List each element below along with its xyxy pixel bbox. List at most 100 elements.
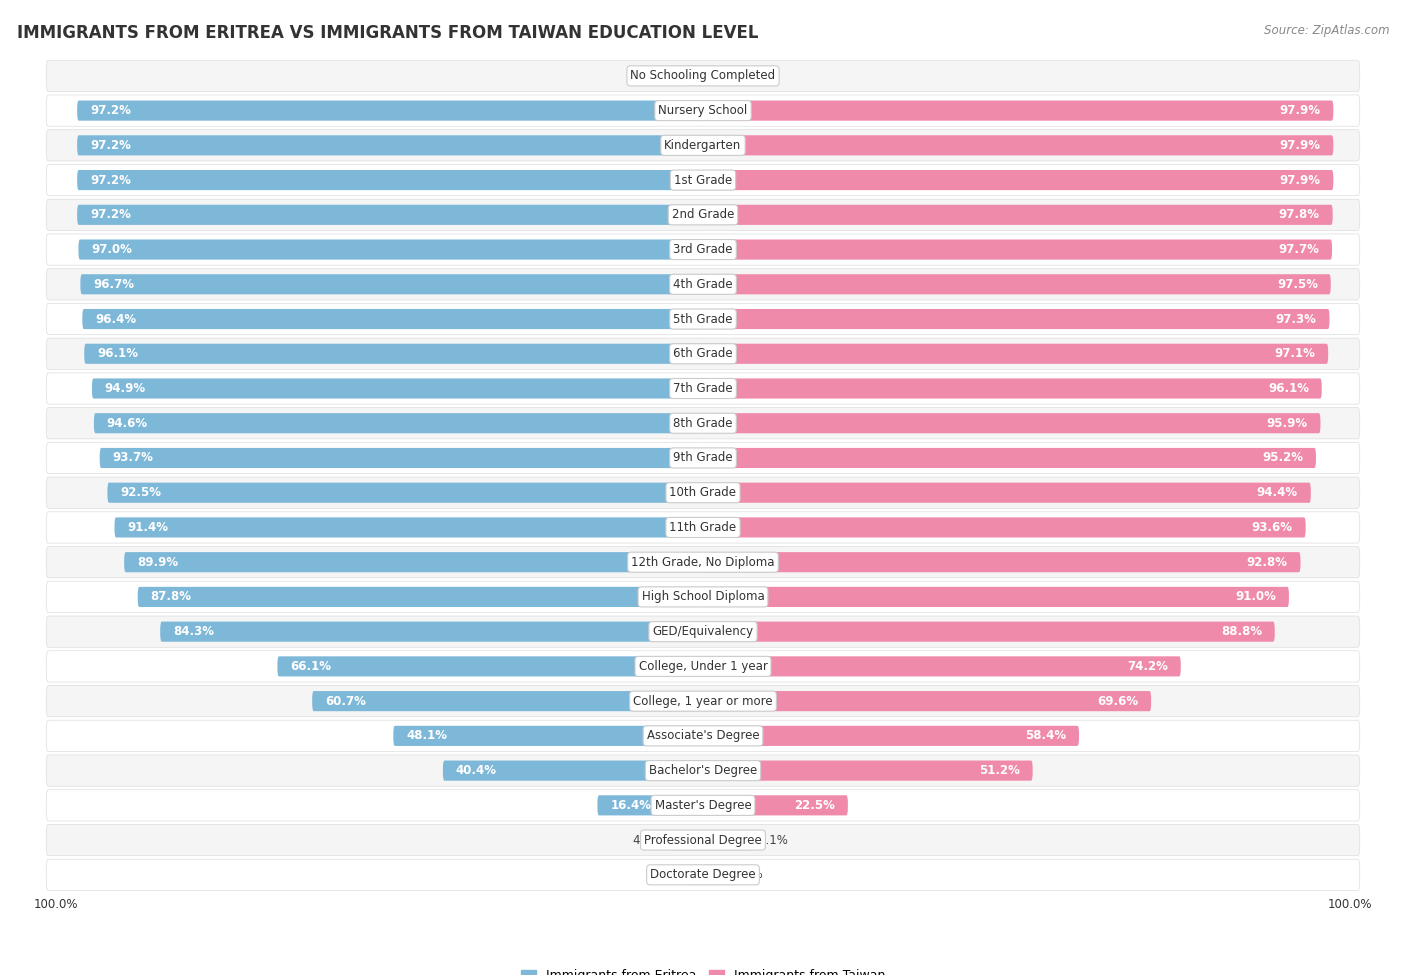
Text: 93.6%: 93.6% (1251, 521, 1292, 534)
Text: 94.6%: 94.6% (107, 416, 148, 430)
FancyBboxPatch shape (703, 656, 1181, 677)
Text: 89.9%: 89.9% (136, 556, 179, 568)
Text: 69.6%: 69.6% (1097, 694, 1139, 708)
Text: 97.1%: 97.1% (1274, 347, 1316, 361)
Text: 5th Grade: 5th Grade (673, 313, 733, 326)
Text: 88.8%: 88.8% (1220, 625, 1261, 639)
FancyBboxPatch shape (79, 240, 703, 259)
FancyBboxPatch shape (77, 170, 703, 190)
Text: 95.2%: 95.2% (1263, 451, 1303, 464)
FancyBboxPatch shape (703, 622, 1275, 642)
FancyBboxPatch shape (46, 512, 1360, 543)
FancyBboxPatch shape (703, 552, 1301, 572)
Text: 97.9%: 97.9% (1279, 174, 1320, 186)
FancyBboxPatch shape (703, 691, 1152, 711)
FancyBboxPatch shape (598, 796, 703, 815)
FancyBboxPatch shape (46, 199, 1360, 230)
FancyBboxPatch shape (46, 95, 1360, 126)
FancyBboxPatch shape (91, 378, 703, 399)
FancyBboxPatch shape (46, 408, 1360, 439)
Text: 97.2%: 97.2% (90, 209, 131, 221)
FancyBboxPatch shape (312, 691, 703, 711)
FancyBboxPatch shape (443, 760, 703, 781)
Text: 97.3%: 97.3% (1275, 313, 1316, 326)
Text: 40.4%: 40.4% (456, 764, 496, 777)
FancyBboxPatch shape (703, 344, 1329, 364)
Text: 74.2%: 74.2% (1128, 660, 1168, 673)
Text: Professional Degree: Professional Degree (644, 834, 762, 846)
FancyBboxPatch shape (84, 344, 703, 364)
FancyBboxPatch shape (77, 136, 703, 155)
FancyBboxPatch shape (46, 60, 1360, 92)
Text: 96.1%: 96.1% (97, 347, 138, 361)
FancyBboxPatch shape (83, 309, 703, 330)
FancyBboxPatch shape (80, 274, 703, 294)
FancyBboxPatch shape (46, 685, 1360, 717)
Text: 87.8%: 87.8% (150, 591, 191, 604)
Text: 16.4%: 16.4% (610, 799, 651, 812)
Text: 96.4%: 96.4% (96, 313, 136, 326)
Text: Master's Degree: Master's Degree (655, 799, 751, 812)
Text: 96.7%: 96.7% (93, 278, 134, 291)
FancyBboxPatch shape (46, 130, 1360, 161)
Text: 93.7%: 93.7% (112, 451, 153, 464)
FancyBboxPatch shape (138, 587, 703, 607)
Text: Associate's Degree: Associate's Degree (647, 729, 759, 742)
Text: 2.8%: 2.8% (645, 69, 675, 82)
Text: 8th Grade: 8th Grade (673, 416, 733, 430)
Text: GED/Equivalency: GED/Equivalency (652, 625, 754, 639)
FancyBboxPatch shape (703, 483, 1310, 503)
FancyBboxPatch shape (703, 518, 1306, 537)
FancyBboxPatch shape (46, 581, 1360, 612)
FancyBboxPatch shape (107, 483, 703, 503)
Text: 94.9%: 94.9% (105, 382, 146, 395)
Text: 100.0%: 100.0% (1329, 898, 1372, 911)
FancyBboxPatch shape (46, 790, 1360, 821)
Text: 97.9%: 97.9% (1279, 138, 1320, 152)
FancyBboxPatch shape (46, 650, 1360, 682)
FancyBboxPatch shape (685, 65, 703, 86)
FancyBboxPatch shape (703, 309, 1330, 330)
Text: IMMIGRANTS FROM ERITREA VS IMMIGRANTS FROM TAIWAN EDUCATION LEVEL: IMMIGRANTS FROM ERITREA VS IMMIGRANTS FR… (17, 24, 758, 42)
Text: 7th Grade: 7th Grade (673, 382, 733, 395)
FancyBboxPatch shape (703, 136, 1333, 155)
Text: No Schooling Completed: No Schooling Completed (630, 69, 776, 82)
FancyBboxPatch shape (46, 547, 1360, 578)
Text: Doctorate Degree: Doctorate Degree (650, 869, 756, 881)
FancyBboxPatch shape (160, 622, 703, 642)
FancyBboxPatch shape (46, 234, 1360, 265)
FancyBboxPatch shape (114, 518, 703, 537)
Text: 22.5%: 22.5% (794, 799, 835, 812)
Text: 51.2%: 51.2% (979, 764, 1019, 777)
FancyBboxPatch shape (46, 443, 1360, 474)
FancyBboxPatch shape (703, 205, 1333, 225)
Legend: Immigrants from Eritrea, Immigrants from Taiwan: Immigrants from Eritrea, Immigrants from… (516, 964, 890, 975)
FancyBboxPatch shape (46, 825, 1360, 856)
FancyBboxPatch shape (46, 616, 1360, 647)
FancyBboxPatch shape (277, 656, 703, 677)
FancyBboxPatch shape (46, 721, 1360, 752)
Text: College, Under 1 year: College, Under 1 year (638, 660, 768, 673)
Text: 2.1%: 2.1% (725, 69, 756, 82)
FancyBboxPatch shape (703, 760, 1032, 781)
Text: 3.2%: 3.2% (734, 869, 763, 881)
Text: 97.2%: 97.2% (90, 104, 131, 117)
FancyBboxPatch shape (703, 448, 1316, 468)
Text: 95.9%: 95.9% (1267, 416, 1308, 430)
Text: 97.5%: 97.5% (1277, 278, 1317, 291)
Text: 12th Grade, No Diploma: 12th Grade, No Diploma (631, 556, 775, 568)
FancyBboxPatch shape (703, 378, 1322, 399)
FancyBboxPatch shape (46, 165, 1360, 196)
Text: 58.4%: 58.4% (1025, 729, 1066, 742)
Text: 97.0%: 97.0% (91, 243, 132, 256)
FancyBboxPatch shape (703, 240, 1331, 259)
Text: College, 1 year or more: College, 1 year or more (633, 694, 773, 708)
Text: 94.4%: 94.4% (1257, 487, 1298, 499)
Text: 66.1%: 66.1% (290, 660, 332, 673)
FancyBboxPatch shape (703, 830, 749, 850)
FancyBboxPatch shape (689, 865, 703, 885)
Text: 92.8%: 92.8% (1247, 556, 1288, 568)
Text: 2nd Grade: 2nd Grade (672, 209, 734, 221)
Text: 3rd Grade: 3rd Grade (673, 243, 733, 256)
Text: 97.9%: 97.9% (1279, 104, 1320, 117)
